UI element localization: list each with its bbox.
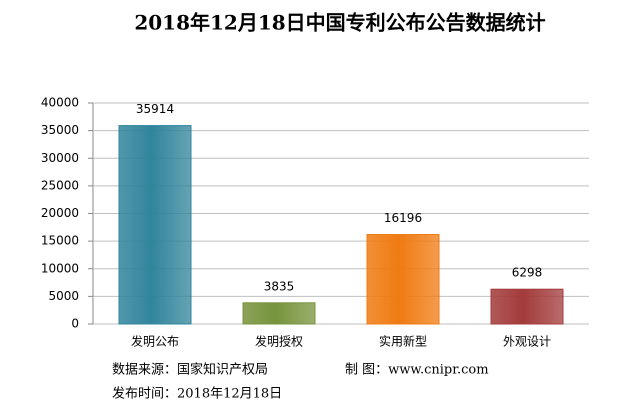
source-note: 数据来源：国家知识产权局 <box>112 362 268 378</box>
data-label: 16196 <box>384 211 422 225</box>
y-tick-label: 20000 <box>41 206 79 220</box>
y-tick-label: 15000 <box>41 234 79 248</box>
x-tick-label: 发明授权 <box>255 334 303 349</box>
data-label: 35914 <box>136 102 174 116</box>
y-tick-label: 5000 <box>48 289 79 303</box>
bar <box>367 235 439 324</box>
data-label: 3835 <box>264 279 295 293</box>
x-tick-label: 发明公布 <box>131 334 179 349</box>
credit-note: 制 图：www.cnipr.com <box>345 363 489 378</box>
y-tick-label: 0 <box>71 317 79 331</box>
x-tick-label: 外观设计 <box>503 335 551 349</box>
x-tick-label: 实用新型 <box>379 334 427 349</box>
bar <box>119 126 191 324</box>
y-tick-label: 30000 <box>41 151 79 165</box>
y-tick-label: 25000 <box>41 178 79 192</box>
chart-title: 2018年12月18日中国专利公布公告数据统计 <box>134 11 545 35</box>
bar <box>243 303 315 324</box>
y-tick-label: 10000 <box>41 261 79 275</box>
bar <box>491 289 563 324</box>
y-tick-label: 40000 <box>41 96 79 110</box>
date-note: 发布时间：2018年12月18日 <box>112 386 282 402</box>
data-label: 6298 <box>512 266 543 280</box>
y-tick-label: 35000 <box>41 123 79 137</box>
